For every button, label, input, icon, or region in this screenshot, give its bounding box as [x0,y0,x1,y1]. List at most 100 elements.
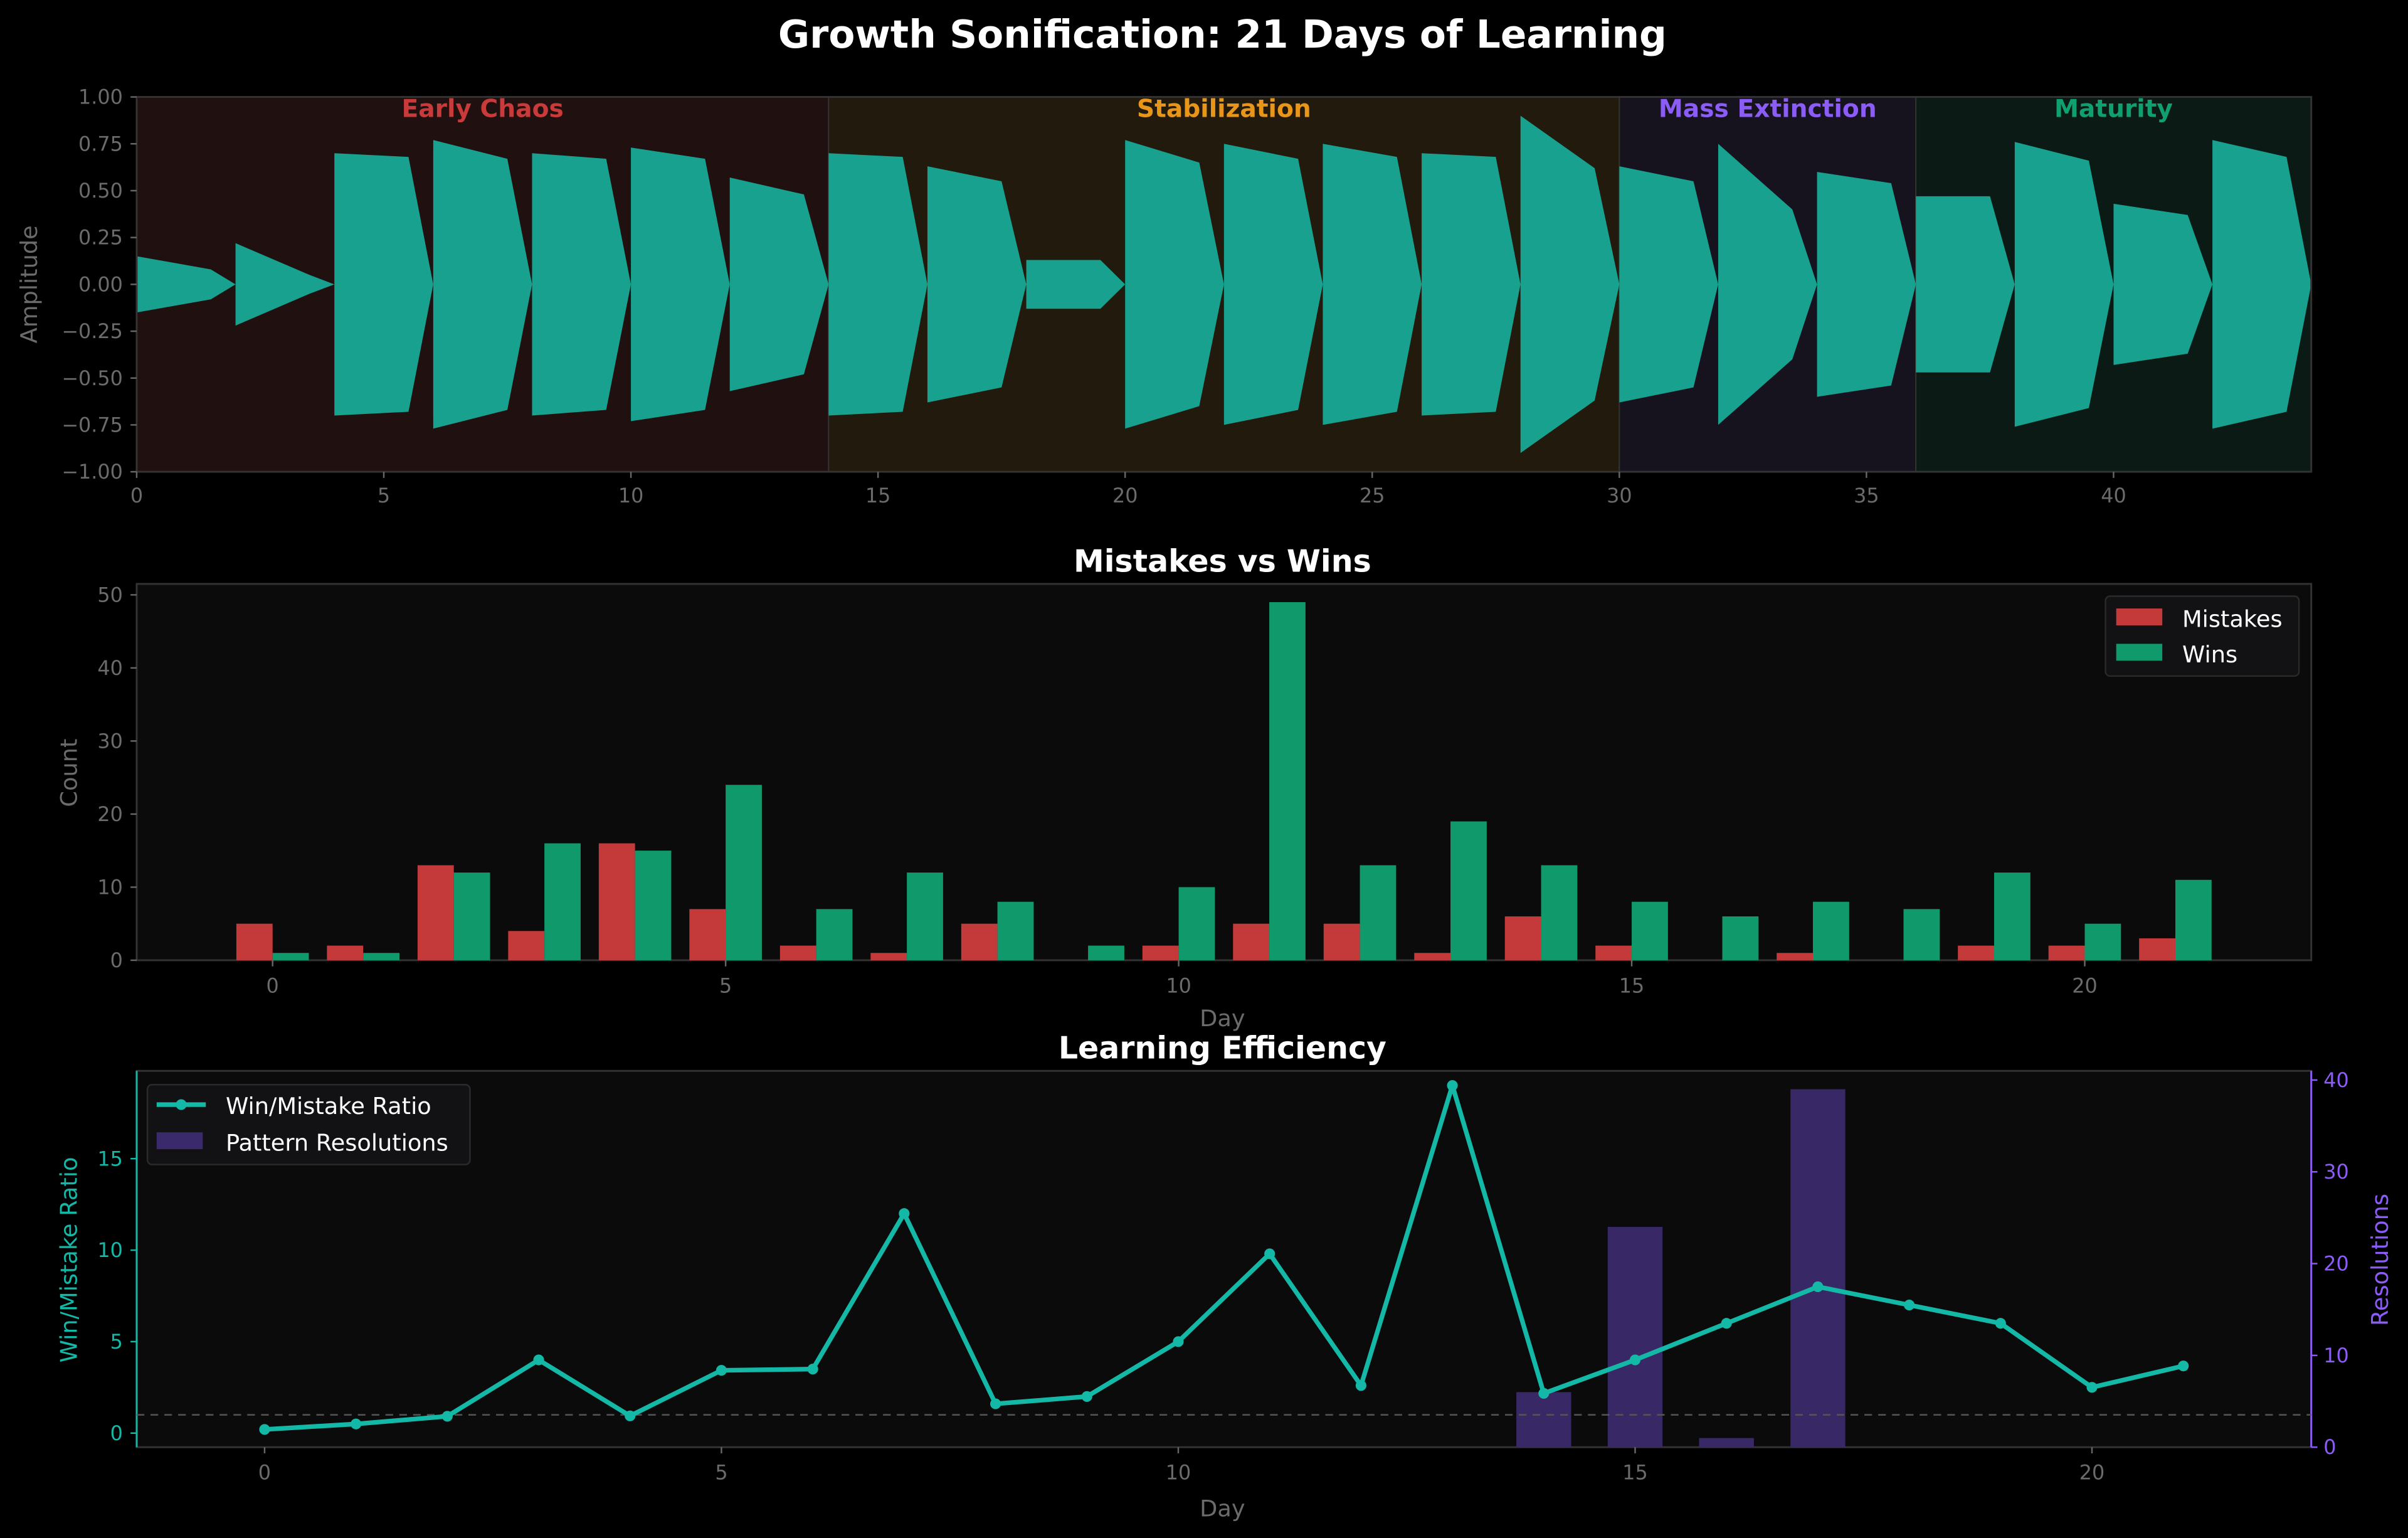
x-tick-label: 10 [618,484,644,507]
wins-bar [1178,887,1215,960]
waveform-segment [1817,172,1916,397]
mistakes-bar [1958,945,1994,960]
mistakes-bar [417,865,454,960]
legend: Mistakes Wins [2104,595,2300,677]
waveform-segment [631,147,730,422]
mistakes-bar [327,945,364,960]
wins-bar [997,901,1034,960]
wins-bar [2084,923,2121,960]
ratio-point [1355,1380,1366,1391]
waveform-segment [433,140,532,429]
y-tick-label: 15 [97,1147,123,1170]
ratio-point [1264,1248,1275,1260]
waveform-segment [532,153,631,416]
waveform-segment [1125,140,1224,429]
ratio-point [807,1364,818,1375]
ratio-point [1721,1318,1732,1329]
x-tick-label: 25 [1360,484,1385,507]
y-axis-label-right: Resolutions [2367,1194,2394,1326]
waveform-segment [1718,144,1817,425]
wins-bar [726,785,762,960]
waveform-segment [828,153,927,416]
ratio-point [899,1208,910,1219]
y-tick-label: 0 [110,1421,123,1445]
legend-label-resolutions: Pattern Resolutions [226,1130,448,1157]
mistakes-bar [236,923,273,960]
y-axis-label: Amplitude [16,225,43,343]
resolution-bar [1699,1438,1754,1448]
waveform-segment [2113,203,2213,365]
waveform-segment [1916,196,2015,373]
y-tick-label: 10 [97,1238,123,1262]
wins-bar [1088,945,1124,960]
x-axis-label: Day [1200,1005,1245,1032]
ratio-point [1081,1391,1092,1402]
ratio-point [259,1424,270,1435]
y-tick-label: 20 [97,802,123,826]
y-tick-label: −0.25 [61,319,123,343]
y-tick-label: −0.50 [61,366,123,390]
legend: Win/Mistake Ratio Pattern Resolutions [146,1084,471,1165]
legend-swatch-resolutions [156,1132,203,1150]
wins-bar [1360,865,1397,960]
ratio-point [441,1411,453,1422]
phase-label: Early Chaos [401,95,563,123]
waveform-panel: Early Chaos Stabilization Mass Extinction M… [16,85,2313,507]
y-tick-label: 40 [97,656,123,680]
x-tick-label: 15 [865,484,891,507]
phase-label: Mass Extinction [1659,95,1877,123]
legend-label-mistakes: Mistakes [2182,605,2283,632]
x-tick-label: 20 [2072,973,2098,997]
mistakes-bar [689,909,726,960]
x-tick-label: 10 [1166,1461,1191,1485]
legend-swatch-mistakes [2116,608,2163,626]
y-right-tick-label: 40 [2323,1068,2349,1092]
y-tick-label: −0.75 [61,413,123,437]
wins-bar [907,872,943,960]
y-tick-label: 0.25 [78,226,123,250]
y-right-tick-label: 30 [2323,1160,2349,1184]
ratio-point [1812,1281,1824,1292]
waveform-segment [2212,140,2311,429]
resolution-bar [1516,1392,1571,1448]
chart-title: Mistakes vs Wins [1074,543,1371,579]
waveform-segment [136,256,236,313]
ratio-point [625,1410,636,1421]
wins-bar [1541,865,1578,960]
ratio-point [351,1418,362,1429]
ratio-point [716,1365,727,1376]
mistakes-bar [508,931,545,960]
y-tick-label: 0 [110,948,123,972]
wins-bar [635,851,672,960]
waveform-segment [729,178,829,391]
waveform-segment [1223,144,1323,425]
resolution-bar [1607,1227,1663,1448]
waveform-segment [1422,153,1521,416]
x-tick-label: 40 [2101,484,2126,507]
y-right-tick-label: 0 [2323,1435,2336,1459]
ratio-point [1904,1300,1915,1311]
wins-bar [816,909,853,960]
y-axis-label: Count [55,739,82,807]
x-tick-label: 0 [258,1461,271,1485]
x-tick-label: 5 [719,973,732,997]
waveform-segment [2014,142,2114,427]
y-tick-label: 10 [97,875,123,899]
y-tick-label: 0.50 [78,179,123,203]
mistakes-bar [870,953,907,960]
waveform-segment [1026,260,1126,309]
waveform-segment [1323,144,1422,425]
x-tick-label: 15 [1622,1461,1648,1485]
y-axis-label-left: Win/Mistake Ratio [55,1157,82,1363]
x-tick-label: 15 [1619,973,1645,997]
x-tick-label: 30 [1607,484,1632,507]
resolution-bar [1790,1089,1846,1448]
waveform-segment [1619,166,1718,403]
wins-bar [1632,901,1668,960]
mistakes-bar [1595,945,1632,960]
legend-marker-ratio [176,1099,187,1110]
y-tick-label: 0.75 [78,132,123,156]
x-tick-label: 20 [1112,484,1138,507]
wins-bar [1903,909,1940,960]
